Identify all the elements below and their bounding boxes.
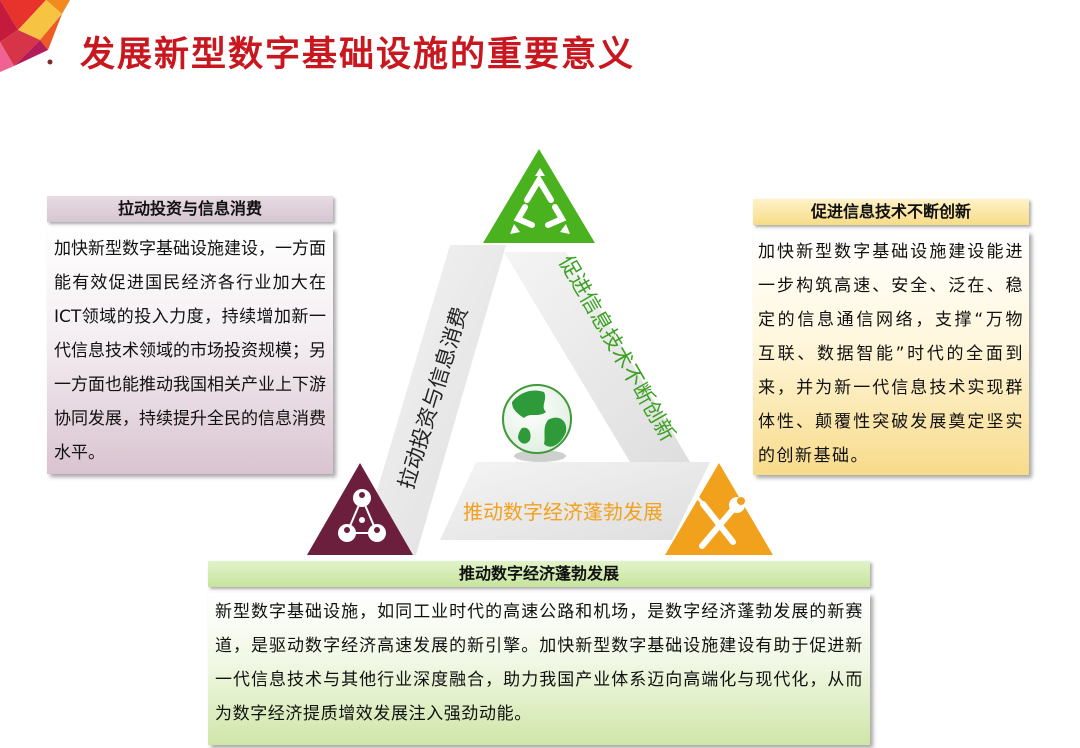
globe-icon bbox=[502, 384, 572, 462]
panel-digital-economy-header: 推动数字经济蓬勃发展 bbox=[208, 561, 870, 587]
panel-innovation: 促进信息技术不断创新 加快新型数字基础设施建设能进一步构筑高速、安全、泛在、稳定… bbox=[753, 199, 1029, 475]
panel-investment: 拉动投资与信息消费 加快新型数字基础设施建设，一方面能有效促进国民经济各行业加大… bbox=[47, 196, 333, 474]
triangle-label-bottom: 推动数字经济蓬勃发展 bbox=[463, 500, 663, 524]
left-corner bbox=[307, 463, 413, 555]
people-network-icon bbox=[338, 489, 386, 542]
top-corner bbox=[483, 149, 595, 243]
wrench-screwdriver-icon bbox=[696, 496, 745, 549]
triangle-bar-left bbox=[358, 245, 506, 555]
panel-innovation-header: 促进信息技术不断创新 bbox=[753, 199, 1029, 225]
triangle-bar-right bbox=[504, 252, 690, 462]
panel-digital-economy-body: 新型数字基础设施，如同工业时代的高速公路和机场，是数字经济蓬勃发展的新赛道，是驱… bbox=[208, 593, 870, 745]
right-corner bbox=[665, 463, 773, 555]
triangle-bar-bottom bbox=[440, 462, 710, 540]
logo bbox=[0, 0, 70, 72]
recycle-icon bbox=[510, 168, 570, 234]
panel-investment-body: 加快新型数字基础设施建设，一方面能有效促进国民经济各行业加大在ICT领域的投入力… bbox=[47, 228, 333, 474]
page-title: 发展新型数字基础设施的重要意义 bbox=[80, 35, 636, 75]
panel-digital-economy: 推动数字经济蓬勃发展 新型数字基础设施，如同工业时代的高速公路和机场，是数字经济… bbox=[208, 561, 870, 745]
panel-investment-header: 拉动投资与信息消费 bbox=[47, 196, 333, 222]
panel-innovation-body: 加快新型数字基础设施建设能进一步构筑高速、安全、泛在、稳定的信息通信网络，支撑“… bbox=[753, 231, 1029, 475]
